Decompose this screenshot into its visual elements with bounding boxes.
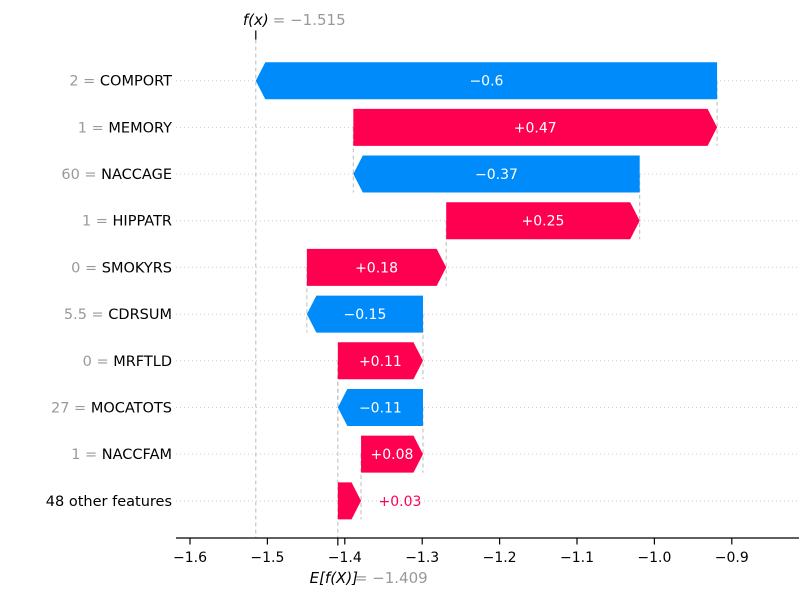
bar-value-label: +0.25 xyxy=(521,214,564,230)
feature-row-label: 1 = HIPPATR xyxy=(82,214,172,230)
bar-value-label: +0.03 xyxy=(379,494,422,510)
waterfall-bar-mrftld xyxy=(337,342,423,380)
x-tick-label: −1.1 xyxy=(560,550,594,566)
x-tick-label: −1.0 xyxy=(637,550,671,566)
bar-value-label: −0.6 xyxy=(469,74,503,90)
waterfall-bar-hippatr xyxy=(446,202,640,240)
base-label: E[f(X)] xyxy=(310,569,359,587)
bar-value-label: −0.15 xyxy=(343,307,386,323)
feature-row-label: 2 = COMPORT xyxy=(69,74,172,90)
waterfall-bar-48-other-features xyxy=(337,482,362,520)
waterfall-bar-cdrsum xyxy=(306,295,423,333)
feature-row-label: 27 = MOCATOTS xyxy=(51,400,172,416)
feature-row-label: 60 = NACCAGE xyxy=(61,167,172,183)
x-tick-label: −1.2 xyxy=(483,550,517,566)
bar-value-label: +0.08 xyxy=(371,447,414,463)
bar-value-label: −0.37 xyxy=(475,167,518,183)
waterfall-bar-comport xyxy=(255,62,718,100)
bar-value-label: +0.11 xyxy=(359,354,402,370)
bar-value-label: +0.18 xyxy=(355,260,398,276)
base-value: = −1.409 xyxy=(355,569,428,587)
feature-row-label: 1 = NACCFAM xyxy=(71,447,172,463)
waterfall-bar-mocatots xyxy=(337,388,423,426)
waterfall-bar-memory xyxy=(353,108,718,146)
x-tick-label: −1.4 xyxy=(328,550,362,566)
x-tick-label: −1.6 xyxy=(173,550,207,566)
feature-row-label: 1 = MEMORY xyxy=(78,120,172,136)
waterfall-bar-naccage xyxy=(353,155,640,193)
feature-row-label: 0 = MRFTLD xyxy=(83,354,172,370)
feature-row-label: 48 other features xyxy=(46,494,172,510)
feature-row-label: 0 = SMOKYRS xyxy=(71,260,172,276)
waterfall-bar-smokyrs xyxy=(306,248,447,286)
fx-value: = −1.515 xyxy=(273,11,346,29)
fx-label: f(x) xyxy=(243,11,269,29)
x-tick-label: −1.5 xyxy=(250,550,284,566)
waterfall-bar-naccfam xyxy=(361,435,423,473)
x-tick-label: −0.9 xyxy=(715,550,749,566)
feature-row-label: 5.5 = CDRSUM xyxy=(64,307,172,323)
bar-value-label: −0.11 xyxy=(359,400,402,416)
x-tick-label: −1.3 xyxy=(405,550,439,566)
bar-value-label: +0.47 xyxy=(514,120,557,136)
